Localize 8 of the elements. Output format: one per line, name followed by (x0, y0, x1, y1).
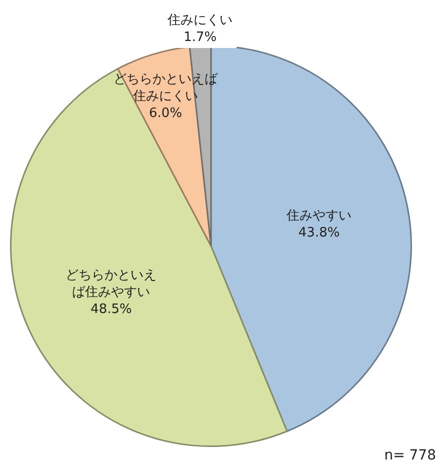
data-label: 1.7% (184, 30, 217, 45)
data-label: 43.8% (298, 226, 340, 241)
slice-label: 住みやすい (286, 208, 352, 224)
slice-label: どちらかといえば住みやすい (66, 268, 157, 300)
data-label: 48.5% (90, 302, 132, 317)
data-label: 6.0% (149, 106, 182, 121)
text: n= 778 (384, 448, 436, 464)
slice-label: 住みにくい (166, 12, 233, 28)
